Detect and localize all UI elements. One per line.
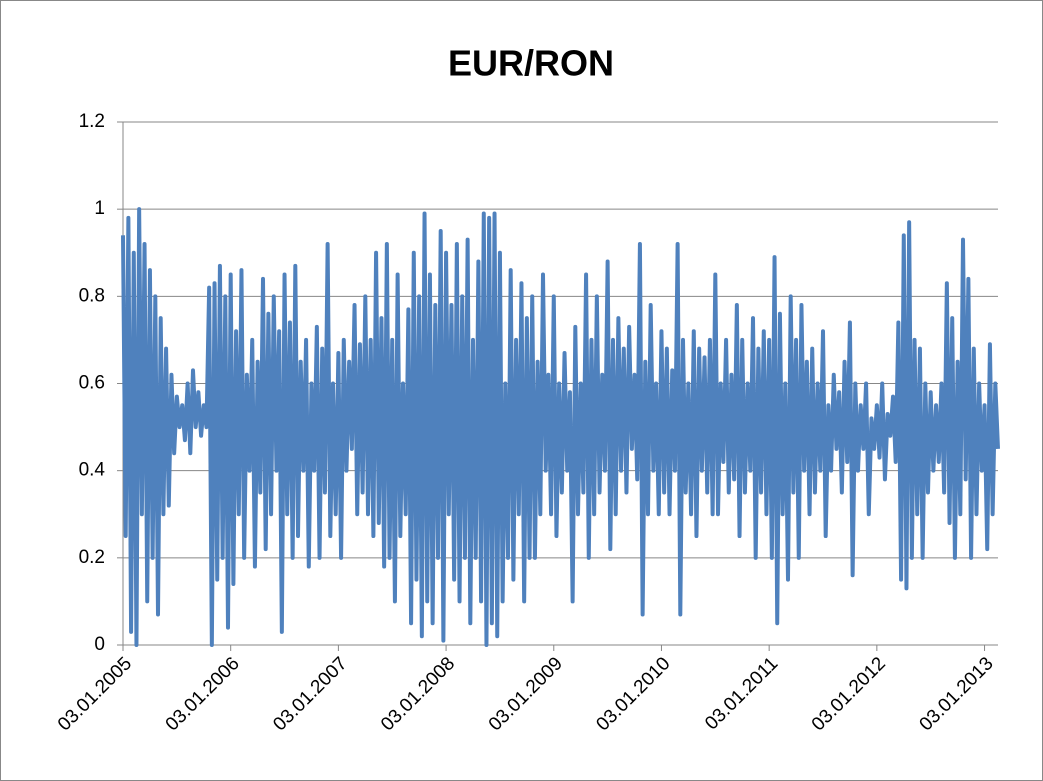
y-tick-label: 0.6 xyxy=(79,373,105,394)
y-tick-label: 0 xyxy=(94,634,105,655)
y-tick-label: 1 xyxy=(94,198,105,219)
chart-title: EUR/RON xyxy=(448,43,614,84)
y-tick-label: 0.2 xyxy=(79,547,105,568)
y-tick-label: 1.2 xyxy=(79,111,105,132)
data-line xyxy=(121,207,1000,647)
y-tick-label: 0.8 xyxy=(79,285,105,306)
y-tick-label: 0.4 xyxy=(79,460,106,481)
